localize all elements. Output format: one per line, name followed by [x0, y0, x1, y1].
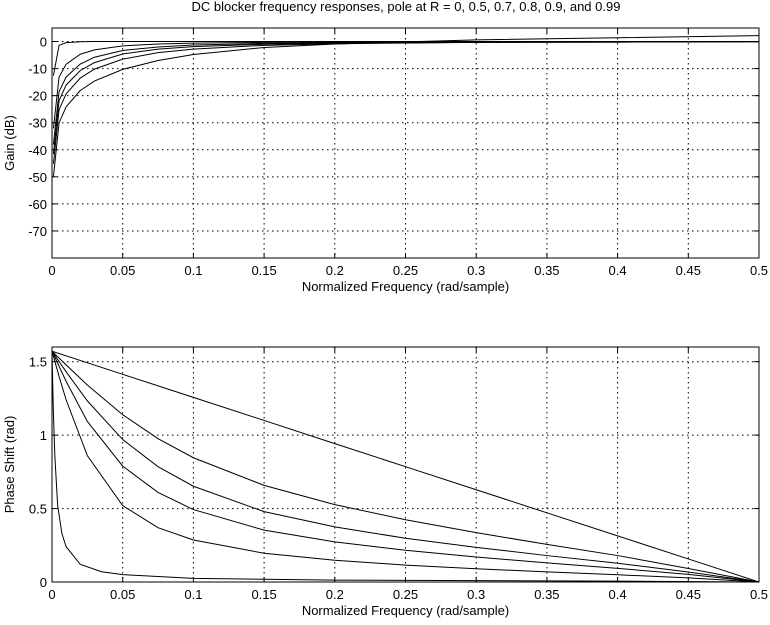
gain-y-tick-label: 0 [40, 35, 47, 50]
phase-y-tick-label: 1.5 [29, 355, 47, 370]
gain-x-tick-label: 0.5 [750, 263, 768, 278]
gain-y-tick-label: -10 [28, 62, 47, 77]
phase-x-tick-label: 0.1 [184, 587, 202, 602]
gain-plot: 0 0.05 0.1 0.15 0.2 0.25 0.3 0.35 0.4 0.45 0.5 0 -10… [2, 27, 768, 294]
gain-y-tick-label: -60 [28, 197, 47, 212]
gain-series-line-r-0-99 [52, 41, 759, 76]
phase-x-tick-label: 0.5 [750, 587, 768, 602]
gain-y-tick-label: -20 [28, 89, 47, 104]
phase-x-axis-label: Normalized Frequency (rad/sample) [302, 603, 509, 618]
gain-grid [52, 28, 759, 258]
gain-series [52, 35, 759, 177]
phase-y-tick-label: 0 [40, 575, 47, 590]
gain-x-tick-label: 0 [48, 263, 55, 278]
phase-x-tick-label: 0.4 [609, 587, 627, 602]
phase-x-tick-label: 0.45 [676, 587, 701, 602]
phase-series-line-r-0-5 [52, 350, 759, 582]
chart-title: DC blocker frequency responses, pole at … [192, 0, 621, 14]
gain-y-axis-label: Gain (dB) [2, 115, 17, 171]
gain-x-tick-label: 0.4 [609, 263, 627, 278]
phase-series-line-r-0 [52, 350, 759, 582]
phase-y-axis-label: Phase Shift (rad) [2, 416, 17, 514]
gain-x-tick-label: 0.2 [326, 263, 344, 278]
gain-y-tick-label: -70 [28, 224, 47, 239]
gain-series-line-r-0 [52, 35, 759, 177]
phase-x-tick-label: 0.05 [110, 587, 135, 602]
phase-x-tick-label: 0.3 [467, 587, 485, 602]
phase-series-line-r-0-9 [52, 351, 759, 582]
phase-series [52, 350, 759, 582]
gain-x-tick-label: 0.15 [251, 263, 276, 278]
gain-x-tick-label: 0.35 [534, 263, 559, 278]
gain-x-tick-label: 0.45 [676, 263, 701, 278]
phase-series-line-r-0-7 [52, 350, 759, 582]
phase-series-line-r-0-8 [52, 351, 759, 582]
gain-ticks: 0 0.05 0.1 0.15 0.2 0.25 0.3 0.35 0.4 0.45 0.5 0 -10… [28, 28, 768, 278]
gain-x-tick-label: 0.25 [393, 263, 418, 278]
phase-ticks: 0 0.05 0.1 0.15 0.2 0.25 0.3 0.35 0.4 0.45 0.5 0 0.5… [29, 347, 768, 602]
gain-y-tick-label: -30 [28, 116, 47, 131]
gain-x-tick-label: 0.1 [184, 263, 202, 278]
phase-x-tick-label: 0.25 [393, 587, 418, 602]
phase-y-tick-label: 1 [40, 428, 47, 443]
gain-x-tick-label: 0.3 [467, 263, 485, 278]
gain-y-tick-label: -50 [28, 170, 47, 185]
phase-x-tick-label: 0.35 [534, 587, 559, 602]
gain-x-axis-label: Normalized Frequency (rad/sample) [302, 279, 509, 294]
phase-x-tick-label: 0.2 [326, 587, 344, 602]
gain-x-tick-label: 0.05 [110, 263, 135, 278]
phase-plot: 0 0.05 0.1 0.15 0.2 0.25 0.3 0.35 0.4 0.45 0.5 0 0.5… [2, 346, 768, 618]
phase-y-tick-label: 0.5 [29, 502, 47, 517]
gain-series-line-r-0-9 [52, 41, 759, 129]
gain-series-line-r-0-7 [52, 41, 759, 155]
phase-series-line-r-0-99 [52, 351, 759, 582]
gain-y-tick-label: -40 [28, 143, 47, 158]
phase-x-tick-label: 0 [48, 587, 55, 602]
phase-grid [52, 347, 759, 582]
gain-series-line-r-0-8 [52, 41, 759, 145]
phase-x-tick-label: 0.15 [251, 587, 276, 602]
